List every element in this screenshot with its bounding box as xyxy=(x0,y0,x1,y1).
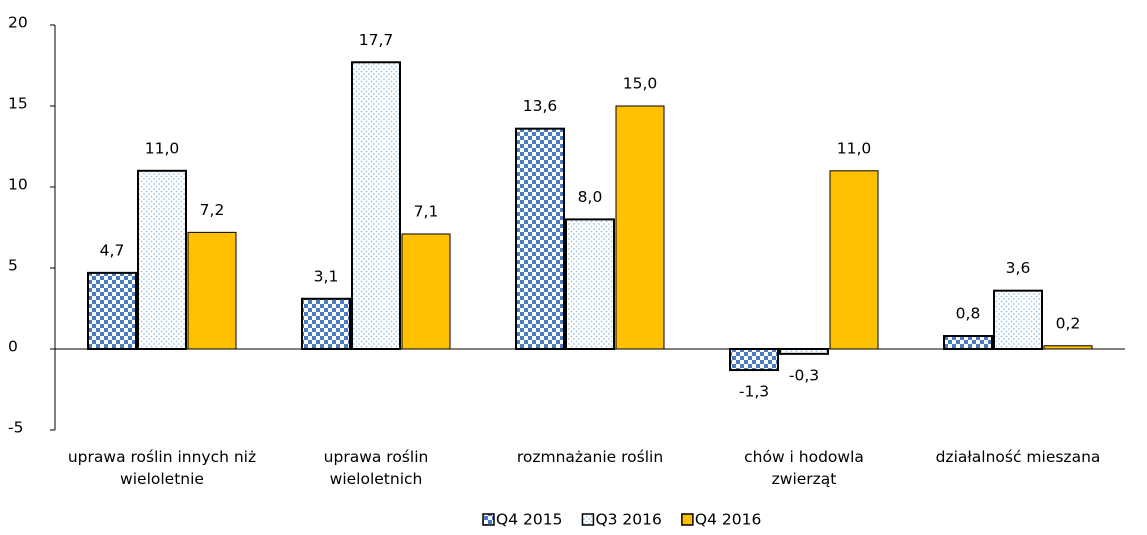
y-tick-label: 10 xyxy=(8,176,28,194)
x-tick-label: uprawa roślin wieloletnich xyxy=(323,448,429,488)
legend-label: Q3 2016 xyxy=(595,511,661,529)
value-label: 8,0 xyxy=(578,188,603,206)
x-tick-label: działalność mieszana xyxy=(935,448,1101,466)
value-label: 17,7 xyxy=(359,31,394,49)
value-label: -1,3 xyxy=(739,383,769,401)
bar xyxy=(87,271,137,350)
bar xyxy=(829,170,879,350)
x-tick-label: rozmnażanie roślin xyxy=(516,448,664,466)
value-label: 0,2 xyxy=(1056,314,1081,332)
legend-swatch xyxy=(581,513,595,526)
legend-label: Q4 2016 xyxy=(695,511,761,529)
y-tick-label: 20 xyxy=(8,14,28,32)
value-label: 7,1 xyxy=(414,202,439,220)
bar xyxy=(515,127,565,350)
bar xyxy=(943,335,993,351)
value-label: 11,0 xyxy=(837,139,872,157)
value-label: 4,7 xyxy=(100,241,125,259)
bar xyxy=(729,348,779,372)
x-tick-label: chów i hodowla zwierząt xyxy=(744,448,864,488)
value-label: 3,1 xyxy=(314,267,339,285)
bar xyxy=(401,233,451,350)
y-tick-label: 5 xyxy=(8,257,18,275)
bar xyxy=(993,289,1043,350)
value-label: 3,6 xyxy=(1006,259,1031,277)
bar xyxy=(779,348,829,355)
value-label: -0,3 xyxy=(789,366,819,384)
value-label: 0,8 xyxy=(956,305,981,323)
bar xyxy=(615,105,665,350)
value-label: 11,0 xyxy=(145,139,180,157)
bar xyxy=(565,218,615,350)
x-tick-label: uprawa roślin innych niż wieloletnie xyxy=(67,448,257,488)
y-tick-label: -5 xyxy=(8,419,23,437)
value-label: 7,2 xyxy=(200,201,225,219)
bar xyxy=(301,297,351,350)
legend-swatch xyxy=(681,513,694,526)
legend-swatch xyxy=(482,513,495,526)
bar xyxy=(351,61,401,350)
value-label: 13,6 xyxy=(523,97,558,115)
bar xyxy=(137,169,187,350)
legend-label: Q4 2015 xyxy=(496,511,562,529)
y-tick-label: 15 xyxy=(8,95,28,113)
bar xyxy=(187,231,237,350)
y-tick-label: 0 xyxy=(8,338,18,356)
value-label: 15,0 xyxy=(623,75,658,93)
